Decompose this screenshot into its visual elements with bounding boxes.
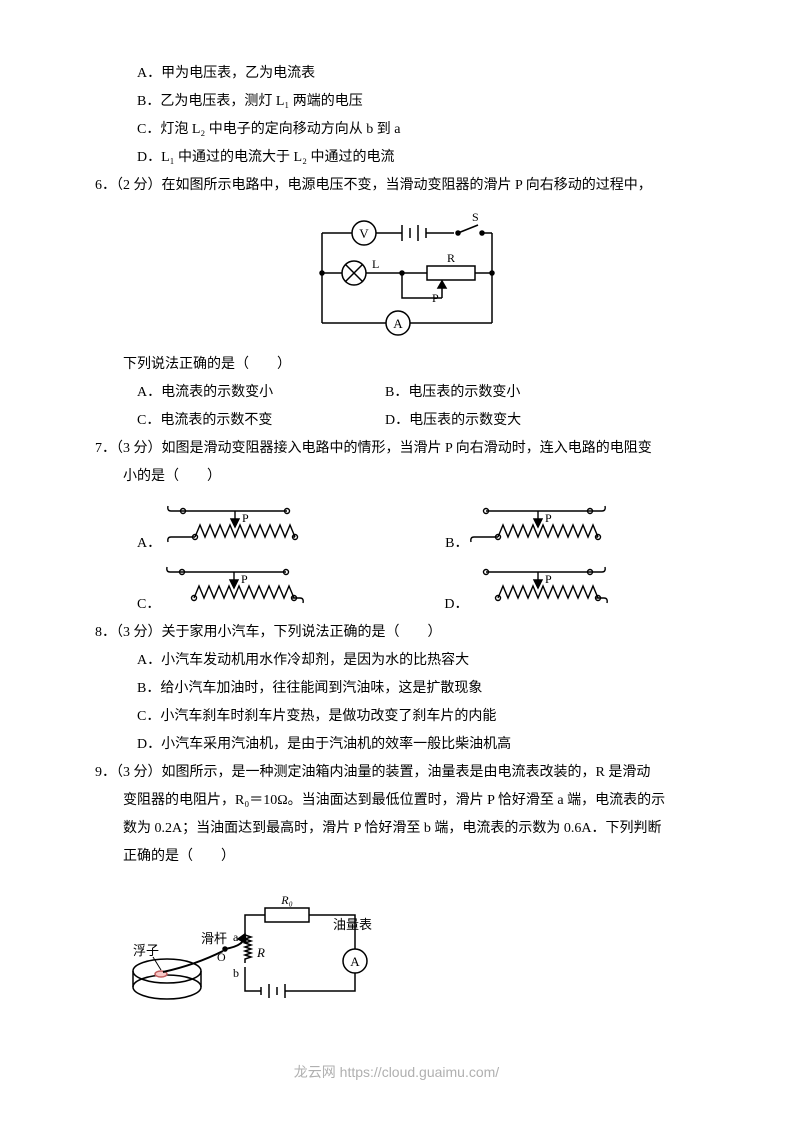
svg-text:V: V — [359, 226, 369, 241]
svg-text:L: L — [372, 257, 379, 271]
svg-text:P: P — [545, 511, 552, 525]
q7-label-d: D． — [444, 593, 468, 613]
q6-stem: 6．（2 分）在如图所示电路中，电源电压不变，当滑动变阻器的滑片 P 向右移动的… — [95, 172, 698, 200]
svg-text:R₀: R₀ — [280, 893, 293, 907]
q7-row-ab: A． P B． P — [95, 497, 698, 552]
svg-text:A: A — [393, 316, 403, 331]
q5-opt-a: A．甲为电压表，乙为电流表 — [95, 60, 698, 88]
svg-text:R: R — [446, 251, 454, 265]
q6-opt-b: B．电压表的示数变小 — [385, 379, 698, 407]
q8-opt-d: D．小汽车采用汽油机，是由于汽油机的效率一般比柴油机高 — [95, 731, 698, 759]
svg-text:S: S — [472, 210, 479, 224]
q9-stem2: 变阻器的电阻片，R₀＝10Ω。当油面达到最低位置时，滑片 P 恰好滑至 a 端，… — [95, 787, 698, 815]
q7-fig-d: P — [468, 558, 608, 613]
q5-opt-d: D．L₁ 中通过的电流大于 L₂ 中通过的电流 — [95, 144, 698, 172]
q7-stem2: 小的是（ ） — [95, 463, 698, 491]
q6-opt-d: D．电压表的示数变大 — [385, 407, 698, 435]
q7-row-cd: C． P D． P — [95, 558, 698, 613]
q7-stem: 7．（3 分）如图是滑动变阻器接入电路中的情形，当滑片 P 向右滑动时，连入电路… — [95, 435, 698, 463]
q9-figure: 浮子 滑杆 O a b R R₀ 油量表 A — [125, 877, 395, 1007]
q6-opt-c: C．电流表的示数不变 — [95, 407, 385, 435]
svg-text:O: O — [217, 950, 226, 964]
q8-stem: 8．（3 分）关于家用小汽车，下列说法正确的是（ ） — [95, 619, 698, 647]
q8-opt-b: B．给小汽车加油时，往往能闻到汽油味，这是扩散现象 — [95, 675, 698, 703]
svg-text:b: b — [233, 966, 239, 980]
svg-text:油量表: 油量表 — [333, 917, 372, 932]
q7-fig-b: P — [468, 497, 608, 552]
svg-text:浮子: 浮子 — [133, 943, 159, 958]
q8-opt-c: C．小汽车刹车时刹车片变热，是做功改变了刹车片的内能 — [95, 703, 698, 731]
q5-opt-c: C．灯泡 L₂ 中电子的定向移动方向从 b 到 a — [95, 116, 698, 144]
q8-opt-a: A．小汽车发动机用水作冷却剂，是因为水的比热容大 — [95, 647, 698, 675]
q9-stem3: 数为 0.2A；当油面达到最高时，滑片 P 恰好滑至 b 端，电流表的示数为 0… — [95, 815, 698, 843]
q7-fig-a: P — [165, 497, 305, 552]
q6-opt-a: A．电流表的示数变小 — [95, 379, 385, 407]
q5-opt-b: B．乙为电压表，测灯 L₁ 两端的电压 — [95, 88, 698, 116]
q7-label-b: B． — [445, 532, 468, 552]
svg-text:滑杆: 滑杆 — [201, 931, 227, 946]
q9-stem4: 正确的是（ ） — [95, 843, 698, 871]
svg-text:A: A — [350, 954, 360, 969]
q6-tail: 下列说法正确的是（ ） — [95, 351, 698, 379]
q6-circuit-figure: V S A L R P — [282, 208, 512, 343]
q7-label-c: C． — [95, 593, 160, 613]
svg-text:R: R — [256, 945, 265, 960]
page-footer: 龙云网 https://cloud.guaimu.com/ — [0, 1062, 793, 1082]
q7-fig-c: P — [164, 558, 304, 613]
q9-stem: 9．（3 分）如图所示，是一种测定油箱内油量的装置，油量表是由电流表改装的，R … — [95, 759, 698, 787]
q7-label-a: A． — [95, 532, 161, 552]
svg-text:a: a — [233, 930, 239, 944]
svg-text:P: P — [242, 511, 249, 525]
svg-text:P: P — [545, 572, 552, 586]
svg-text:P: P — [241, 572, 248, 586]
